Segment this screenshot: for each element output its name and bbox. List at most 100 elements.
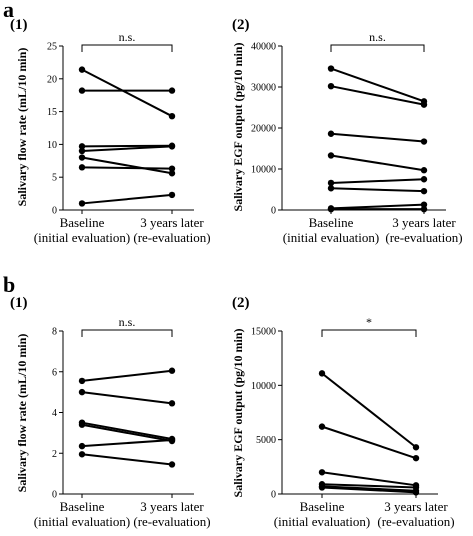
baseline-point [327, 185, 335, 192]
chart-a2: 0 10000 20000 30000 40000 Baseline(initial ev… [231, 30, 463, 245]
baseline-point [327, 152, 335, 159]
baseline-point [78, 143, 86, 150]
y-tick-label: 10 [47, 140, 57, 151]
panel-label-b: b [3, 272, 15, 297]
y-tick-label: 0 [271, 490, 276, 501]
significance-annotation: n.s. [369, 30, 386, 44]
y-tick-label: 20000 [251, 124, 276, 135]
followup-point [412, 489, 420, 496]
baseline-point [78, 451, 86, 458]
followup-point [168, 143, 176, 150]
subject-line [330, 178, 425, 184]
y-tick-label: 6 [52, 367, 57, 378]
baseline-point [78, 87, 86, 94]
x-tick-label: 3 years later [392, 215, 456, 230]
y-tick-label: 40000 [251, 42, 276, 53]
subject-line [81, 369, 173, 382]
x-tick-label: Baseline [309, 215, 354, 230]
baseline-point [78, 200, 86, 207]
followup-point [168, 165, 176, 172]
subject-line [321, 485, 417, 492]
baseline-point [318, 469, 326, 476]
x-tick-label: 3 years later [140, 215, 204, 230]
significance-bracket [81, 329, 173, 337]
followup-point [412, 454, 420, 462]
subplot-label-a2: (2) [232, 17, 250, 33]
followup-point [168, 461, 176, 468]
followup-point [168, 367, 176, 374]
y-tick-label: 0 [52, 206, 57, 217]
x-tick-label: (re-evaluation) [133, 230, 210, 245]
x-tick-label: (re-evaluation) [133, 514, 210, 529]
y-tick-label: 15 [47, 107, 57, 118]
x-tick-label: Baseline [300, 499, 345, 514]
subject-line [81, 68, 173, 118]
subject-line [81, 423, 173, 443]
subject-line [330, 154, 425, 172]
subject-line [330, 203, 425, 210]
x-tick-label: (initial evaluation) [283, 230, 379, 245]
y-tick-label: 10000 [251, 381, 276, 392]
y-tick-label: 4 [52, 408, 57, 419]
followup-point [420, 201, 428, 208]
baseline-point [78, 154, 86, 161]
subject-line [330, 67, 425, 103]
baseline-point [318, 370, 326, 377]
baseline-point [78, 388, 86, 396]
subject-line [330, 132, 425, 143]
followup-point [420, 205, 428, 213]
followup-point [420, 187, 428, 195]
subject-line [81, 156, 173, 175]
subject-line [81, 144, 173, 148]
chart-b1: 0 2 4 6 8 Baseline(initial evaluation) 3 years… [15, 315, 211, 529]
y-axis-label: Salivary EGF output (pg/10 min) [231, 329, 245, 498]
baseline-point [78, 164, 86, 171]
y-tick-label: 8 [52, 327, 57, 338]
followup-point [420, 138, 428, 145]
subject-line [321, 483, 417, 489]
x-tick-label: 3 years later [384, 499, 448, 514]
y-tick-label: 20 [47, 74, 57, 85]
followup-point [168, 191, 176, 199]
followup-point [168, 436, 176, 444]
x-tick-label: 3 years later [140, 499, 204, 514]
subject-line [81, 145, 173, 152]
baseline-point [318, 484, 326, 491]
y-tick-label: 5000 [256, 435, 276, 446]
baseline-point [318, 423, 326, 430]
panel-label-a: a [3, 0, 14, 22]
baseline-point [78, 442, 86, 450]
followup-point [168, 400, 176, 407]
subject-line [81, 453, 173, 466]
baseline-point [327, 82, 335, 90]
subject-line [81, 166, 173, 170]
subject-line [321, 486, 417, 494]
y-axis-label: Salivary EGF output (pg/10 min) [231, 43, 245, 212]
significance-bracket [321, 329, 417, 337]
baseline-point [327, 179, 335, 187]
x-tick-label: (initial evaluation) [274, 514, 370, 529]
subject-line [321, 471, 417, 487]
followup-point [168, 170, 176, 177]
followup-point [420, 167, 428, 174]
significance-annotation: n.s. [119, 315, 136, 329]
baseline-point [78, 377, 86, 385]
x-tick-label: (re-evaluation) [385, 230, 462, 245]
y-tick-label: 30000 [251, 83, 276, 94]
y-axis-label: Salivary flow rate (mL/10 min) [15, 48, 29, 207]
followup-point [412, 444, 420, 451]
subplot-label-a1: (1) [10, 17, 28, 33]
x-tick-label: Baseline [60, 215, 105, 230]
y-tick-label: 5 [52, 173, 57, 184]
y-tick-label: 15000 [251, 327, 276, 338]
followup-point [420, 176, 428, 183]
followup-point [420, 101, 428, 108]
x-tick-label: Baseline [60, 499, 105, 514]
chart-a1: 0 5 10 15 20 25 Baseline(initial evaluation) 3 … [15, 30, 211, 245]
baseline-point [78, 147, 86, 155]
y-tick-label: 10000 [251, 165, 276, 176]
significance-annotation: n.s. [119, 30, 136, 44]
baseline-point [78, 421, 86, 428]
significance-bracket [81, 44, 173, 52]
